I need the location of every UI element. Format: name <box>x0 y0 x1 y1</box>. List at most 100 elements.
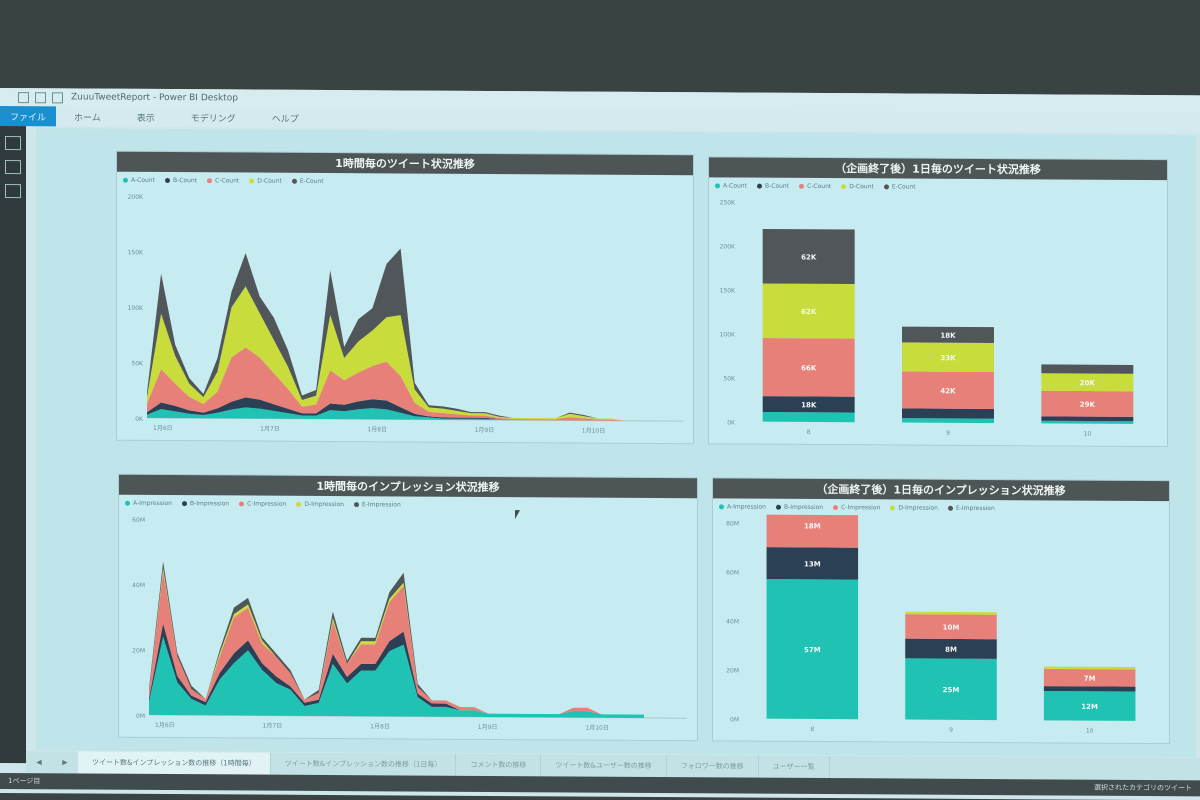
tweet-daily-bar-chart[interactable]: 0K 50K 100K 150K 200K 250K 18K 66K 62K 62K 8 42K 33K… <box>709 193 1167 444</box>
tab-modeling[interactable]: モデリング <box>190 113 236 124</box>
bar-segment[interactable] <box>902 342 994 373</box>
tweet-hourly-area-chart[interactable]: 0K 50K 100K 150K 200K 1月6日 1月7日 1月8日 1月9日 1月10日 <box>117 188 693 442</box>
bar-data-label: 62K <box>801 253 817 261</box>
page-tab-hourly[interactable]: ツイート数&インプレッション数の推移（1時間毎） <box>78 751 271 775</box>
legend-dot-icon <box>239 501 245 507</box>
bar-segment[interactable] <box>766 579 859 720</box>
legend-item[interactable]: C-Impression <box>833 504 880 511</box>
tweet-daily-card[interactable]: （企画終了後）1日毎のツイート状況推移 A-Count B-Count C-Co… <box>708 156 1168 448</box>
area-series-3[interactable] <box>147 347 641 421</box>
bar-segment[interactable] <box>902 326 994 343</box>
bar-segment[interactable] <box>766 547 859 580</box>
page-tab-followers[interactable]: フォロワー数の推移 <box>666 755 759 778</box>
legend-item[interactable]: D-Count <box>841 183 874 190</box>
model-view-icon[interactable] <box>5 184 21 199</box>
legend-item[interactable]: E-Impression <box>353 501 401 509</box>
page-tab-comments[interactable]: コメント数の推移 <box>456 753 542 777</box>
bar-segment[interactable] <box>1041 364 1134 374</box>
impression-hourly-card[interactable]: 1時間毎のインプレッション状況推移 A-Impression B-Impress… <box>118 473 698 742</box>
data-view-icon[interactable] <box>5 160 21 175</box>
bar-segment[interactable] <box>766 514 859 548</box>
bar-segment[interactable] <box>1041 416 1134 422</box>
bar-segment[interactable] <box>1041 390 1134 417</box>
tab-home[interactable]: ホーム <box>74 112 101 124</box>
legend-item[interactable]: E-Count <box>883 183 916 191</box>
page-nav-next-icon[interactable]: ▶ <box>62 758 68 767</box>
area-series-1[interactable] <box>147 407 641 421</box>
legend-item[interactable]: B-Impression <box>775 503 824 512</box>
area-series-2[interactable] <box>149 623 644 715</box>
bar-segment[interactable] <box>902 371 994 409</box>
legend-item[interactable]: D-Impression <box>296 501 344 508</box>
legend-item[interactable]: A-Count <box>715 182 747 190</box>
x-tick-label: 1月6日 <box>153 425 173 432</box>
impression-daily-card[interactable]: （企画終了後）1日毎のインプレッション状況推移 A-Impression B-I… <box>712 477 1170 745</box>
legend-item[interactable]: E-Count <box>291 178 324 185</box>
bar-segment[interactable] <box>902 418 994 424</box>
page-nav-prev-icon[interactable]: ◀ <box>36 758 42 767</box>
legend-item[interactable]: A-Impression <box>719 503 766 511</box>
impression-hourly-area-chart[interactable]: 0M 20M 40M 60M 1月6日 1月7日 1月8日 1月9日 1月10日 <box>119 511 697 739</box>
y-tick-label: 100K <box>128 305 144 312</box>
legend-label: C-Count <box>807 182 832 191</box>
legend-item[interactable]: A-Count <box>123 177 155 184</box>
area-series-1[interactable] <box>149 636 644 718</box>
legend-item[interactable]: C-Impression <box>239 500 286 508</box>
legend-item[interactable]: D-Count <box>249 178 282 185</box>
legend-item[interactable]: B-Impression <box>181 500 229 507</box>
bar-segment[interactable] <box>905 614 997 640</box>
card-title: （企画終了後）1日毎のインプレッション状況推移 <box>713 478 1169 502</box>
redo-icon[interactable] <box>52 91 63 103</box>
page-tab-users[interactable]: ツイート数&ユーザー数の推移 <box>541 754 667 778</box>
x-tick-label: 10 <box>1086 728 1094 735</box>
legend-dot-icon <box>291 178 297 184</box>
tab-file[interactable]: ファイル <box>0 106 57 127</box>
legend-label: E-Impression <box>361 501 401 509</box>
mouse-cursor-icon <box>515 510 520 520</box>
legend-dot-icon <box>756 183 762 189</box>
legend-item[interactable]: C-Count <box>799 183 831 190</box>
legend-item[interactable]: D-Impression <box>890 504 938 512</box>
report-view-icon[interactable] <box>5 136 21 151</box>
y-tick-label: 100K <box>720 331 736 338</box>
area-series-5[interactable] <box>147 247 641 421</box>
bar-segment[interactable] <box>762 411 855 423</box>
legend-dot-icon <box>164 178 170 184</box>
bar-segment[interactable] <box>762 228 855 285</box>
bar-segment[interactable] <box>1041 373 1134 392</box>
area-series-2[interactable] <box>147 397 641 421</box>
tab-help[interactable]: ヘルプ <box>271 114 299 125</box>
area-series-3[interactable] <box>149 571 644 715</box>
bar-segment[interactable] <box>905 611 997 615</box>
bar-segment[interactable] <box>762 396 855 413</box>
bar-segment[interactable] <box>905 658 997 721</box>
legend-item[interactable]: C-Count <box>207 177 239 184</box>
legend-item[interactable]: B-Count <box>164 177 197 184</box>
legend-label: A-Impression <box>727 503 766 511</box>
legend-dot-icon <box>125 500 130 506</box>
legend-label: A-Count <box>131 176 155 184</box>
bar-segment[interactable] <box>1043 686 1136 692</box>
page-tab-user-list[interactable]: ユーザー一覧 <box>758 755 830 779</box>
legend-dot-icon <box>719 504 724 510</box>
bar-segment[interactable] <box>762 283 855 339</box>
save-icon[interactable] <box>18 91 29 103</box>
legend-item[interactable]: A-Impression <box>125 500 172 507</box>
bar-segment[interactable] <box>1043 668 1136 687</box>
bar-segment[interactable] <box>1043 666 1136 670</box>
area-series-4[interactable] <box>147 286 641 421</box>
legend-item[interactable]: E-Impression <box>947 505 995 512</box>
undo-icon[interactable] <box>35 91 46 103</box>
y-tick-label: 40M <box>726 618 739 625</box>
page-tab-daily[interactable]: ツイート数&インプレッション数の推移（1日毎） <box>270 752 457 776</box>
bar-segment[interactable] <box>1041 420 1134 424</box>
impression-daily-bar-chart[interactable]: 0M 20M 40M 60M 80M 57M 13M 18M 8 25M 8M 10M 9 12M 7M 10 <box>713 514 1169 741</box>
tab-view[interactable]: 表示 <box>136 113 155 124</box>
tweet-hourly-card[interactable]: 1時間毎のツイート状況推移 A-Count B-Count C-Count D-… <box>116 150 694 445</box>
bar-segment[interactable] <box>905 638 997 659</box>
legend-item[interactable]: B-Count <box>756 183 789 190</box>
bar-segment[interactable] <box>1043 690 1136 721</box>
legend-label: B-Impression <box>783 503 824 512</box>
bar-segment[interactable] <box>762 338 855 397</box>
bar-segment[interactable] <box>902 408 994 419</box>
